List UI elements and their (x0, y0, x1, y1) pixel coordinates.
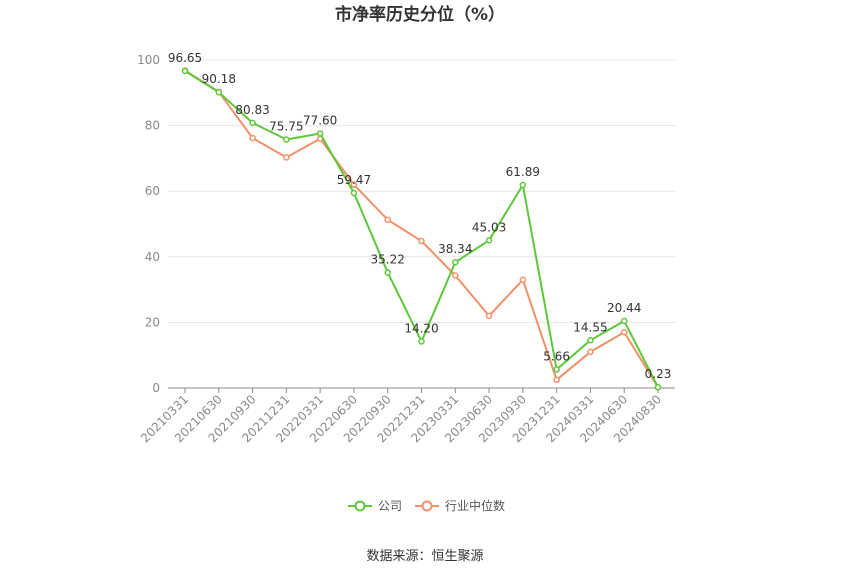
data-label: 45.03 (472, 220, 506, 234)
legend-label: 公司 (378, 499, 402, 513)
y-tick-label: 80 (145, 119, 160, 133)
chart-title: 市净率历史分位（%） (335, 4, 505, 25)
data-label: 59.47 (337, 173, 371, 187)
data-point (283, 154, 290, 161)
data-point (452, 272, 459, 279)
legend-swatch-marker (421, 500, 433, 512)
data-point (587, 337, 594, 344)
data-point (215, 88, 223, 96)
data-label: 75.75 (269, 120, 303, 134)
y-tick-label: 20 (145, 315, 160, 329)
legend: 公司 行业中位数 (348, 498, 505, 513)
data-point (519, 276, 527, 284)
legend-label: 行业中位数 (445, 498, 505, 513)
data-point (452, 258, 459, 266)
data-point (553, 376, 560, 384)
data-point (553, 366, 560, 373)
y-tick-label: 0 (152, 381, 160, 395)
data-point (350, 189, 358, 197)
data-point (485, 237, 493, 244)
series-lines (181, 67, 662, 391)
data-point (384, 269, 391, 276)
data-source: 数据来源：恒生聚源 (366, 549, 483, 564)
data-point (316, 130, 324, 137)
data-point (181, 67, 189, 75)
data-point (654, 383, 662, 391)
data-label: 20.44 (607, 301, 641, 315)
y-tick-label: 40 (145, 250, 160, 264)
data-label: 14.55 (573, 320, 607, 334)
data-point (418, 237, 425, 245)
data-point (485, 312, 493, 320)
data-label: 77.60 (303, 113, 337, 127)
data-label: 80.83 (235, 103, 269, 117)
data-label: 96.65 (168, 51, 202, 65)
data-point (249, 119, 256, 127)
data-label: 35.22 (371, 252, 405, 266)
y-axis-ticks: 0 20 40 60 80 100 (137, 53, 160, 395)
data-point (249, 134, 256, 142)
data-point (620, 317, 628, 325)
data-point (384, 216, 391, 223)
data-label: 38.34 (438, 242, 472, 256)
data-label: 90.18 (202, 72, 236, 86)
y-tick-label: 100 (137, 53, 160, 67)
data-label: 61.89 (506, 165, 540, 179)
y-tick-label: 60 (145, 184, 160, 198)
data-label: 14.20 (404, 321, 438, 335)
data-point (350, 181, 358, 188)
legend-swatch-marker (354, 500, 366, 512)
data-label: 0.23 (645, 367, 672, 381)
data-label: 5.66 (543, 349, 570, 363)
data-point (283, 136, 290, 143)
grid-lines (168, 59, 675, 323)
data-point (519, 181, 527, 189)
data-point (620, 328, 628, 336)
x-axis: 2021033120210630202109302021123120220331… (138, 387, 675, 445)
data-point (587, 348, 594, 356)
data-point (418, 338, 425, 345)
